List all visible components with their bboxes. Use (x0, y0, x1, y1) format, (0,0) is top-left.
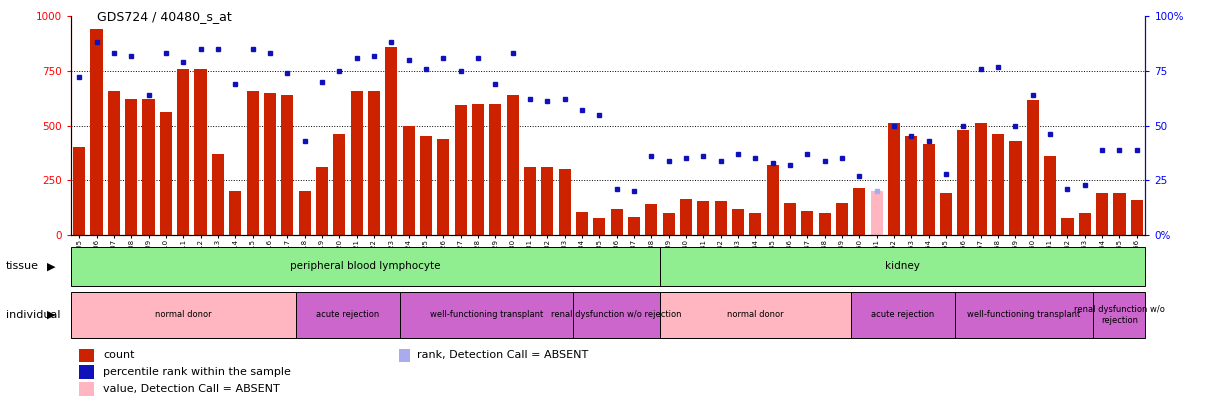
Text: count: count (103, 350, 135, 360)
Bar (385, 47, 398, 235)
Bar (957, 130, 969, 235)
Bar (732, 209, 744, 235)
Bar (1114, 193, 1126, 235)
Bar (71, 247, 660, 286)
Text: rank, Detection Call = ABSENT: rank, Detection Call = ABSENT (417, 350, 587, 360)
Bar (1131, 200, 1143, 235)
Bar (73, 147, 85, 235)
Bar (660, 247, 1145, 286)
Bar (79, 382, 94, 396)
Bar (610, 209, 623, 235)
Bar (159, 113, 171, 235)
Bar (316, 167, 328, 235)
Bar (71, 292, 295, 338)
Bar (438, 139, 450, 235)
Bar (871, 191, 883, 235)
Bar (663, 213, 675, 235)
Text: percentile rank within the sample: percentile rank within the sample (103, 367, 291, 377)
Text: well-functioning transplant: well-functioning transplant (968, 310, 1081, 320)
Text: tissue: tissue (6, 261, 39, 271)
Bar (715, 201, 727, 235)
Bar (576, 212, 589, 235)
Text: normal donor: normal donor (154, 310, 212, 320)
Bar (229, 191, 241, 235)
Bar (1026, 100, 1038, 235)
Bar (680, 199, 692, 235)
Bar (400, 348, 410, 362)
Bar (212, 154, 224, 235)
Text: normal donor: normal donor (727, 310, 783, 320)
Bar (627, 217, 640, 235)
Bar (1009, 141, 1021, 235)
Text: acute rejection: acute rejection (871, 310, 934, 320)
Bar (573, 292, 660, 338)
Bar (264, 93, 276, 235)
Bar (489, 104, 501, 235)
Bar (298, 191, 310, 235)
Bar (247, 91, 259, 235)
Bar (455, 105, 467, 235)
Bar (142, 99, 154, 235)
Bar (1045, 156, 1057, 235)
Bar (593, 219, 606, 235)
Bar (851, 292, 955, 338)
Bar (368, 91, 381, 235)
Bar (940, 193, 952, 235)
Bar (507, 95, 519, 235)
Bar (906, 136, 918, 235)
Bar (818, 213, 831, 235)
Bar (854, 188, 866, 235)
Bar (975, 124, 987, 235)
Bar (660, 292, 851, 338)
Text: renal dysfunction w/o
rejection: renal dysfunction w/o rejection (1074, 305, 1165, 324)
Bar (125, 99, 137, 235)
Bar (400, 292, 573, 338)
Bar (801, 211, 814, 235)
Bar (784, 203, 796, 235)
Bar (558, 169, 570, 235)
Text: GDS724 / 40480_s_at: GDS724 / 40480_s_at (97, 10, 232, 23)
Text: ▶: ▶ (47, 310, 55, 320)
Text: well-functioning transplant: well-functioning transplant (430, 310, 544, 320)
Bar (333, 134, 345, 235)
Text: renal dysfunction w/o rejection: renal dysfunction w/o rejection (551, 310, 682, 320)
Bar (79, 365, 94, 379)
Bar (923, 144, 935, 235)
Text: acute rejection: acute rejection (316, 310, 379, 320)
Bar (1079, 213, 1091, 235)
Text: individual: individual (6, 310, 61, 320)
Bar (955, 292, 1093, 338)
Bar (697, 201, 709, 235)
Bar (79, 348, 94, 362)
Bar (766, 165, 778, 235)
Bar (420, 136, 432, 235)
Bar (749, 213, 761, 235)
Bar (541, 167, 553, 235)
Bar (1096, 193, 1108, 235)
Bar (295, 292, 400, 338)
Bar (90, 29, 102, 235)
Bar (178, 69, 190, 235)
Bar (1062, 219, 1074, 235)
Bar (835, 203, 848, 235)
Bar (888, 124, 900, 235)
Bar (108, 91, 120, 235)
Text: ▶: ▶ (47, 261, 55, 271)
Bar (281, 95, 293, 235)
Bar (524, 167, 536, 235)
Bar (646, 204, 658, 235)
Bar (1093, 292, 1145, 338)
Bar (992, 134, 1004, 235)
Bar (472, 104, 484, 235)
Text: peripheral blood lymphocyte: peripheral blood lymphocyte (291, 261, 440, 271)
Text: kidney: kidney (885, 261, 921, 271)
Bar (350, 91, 362, 235)
Bar (402, 126, 415, 235)
Bar (195, 69, 207, 235)
Text: value, Detection Call = ABSENT: value, Detection Call = ABSENT (103, 384, 280, 394)
